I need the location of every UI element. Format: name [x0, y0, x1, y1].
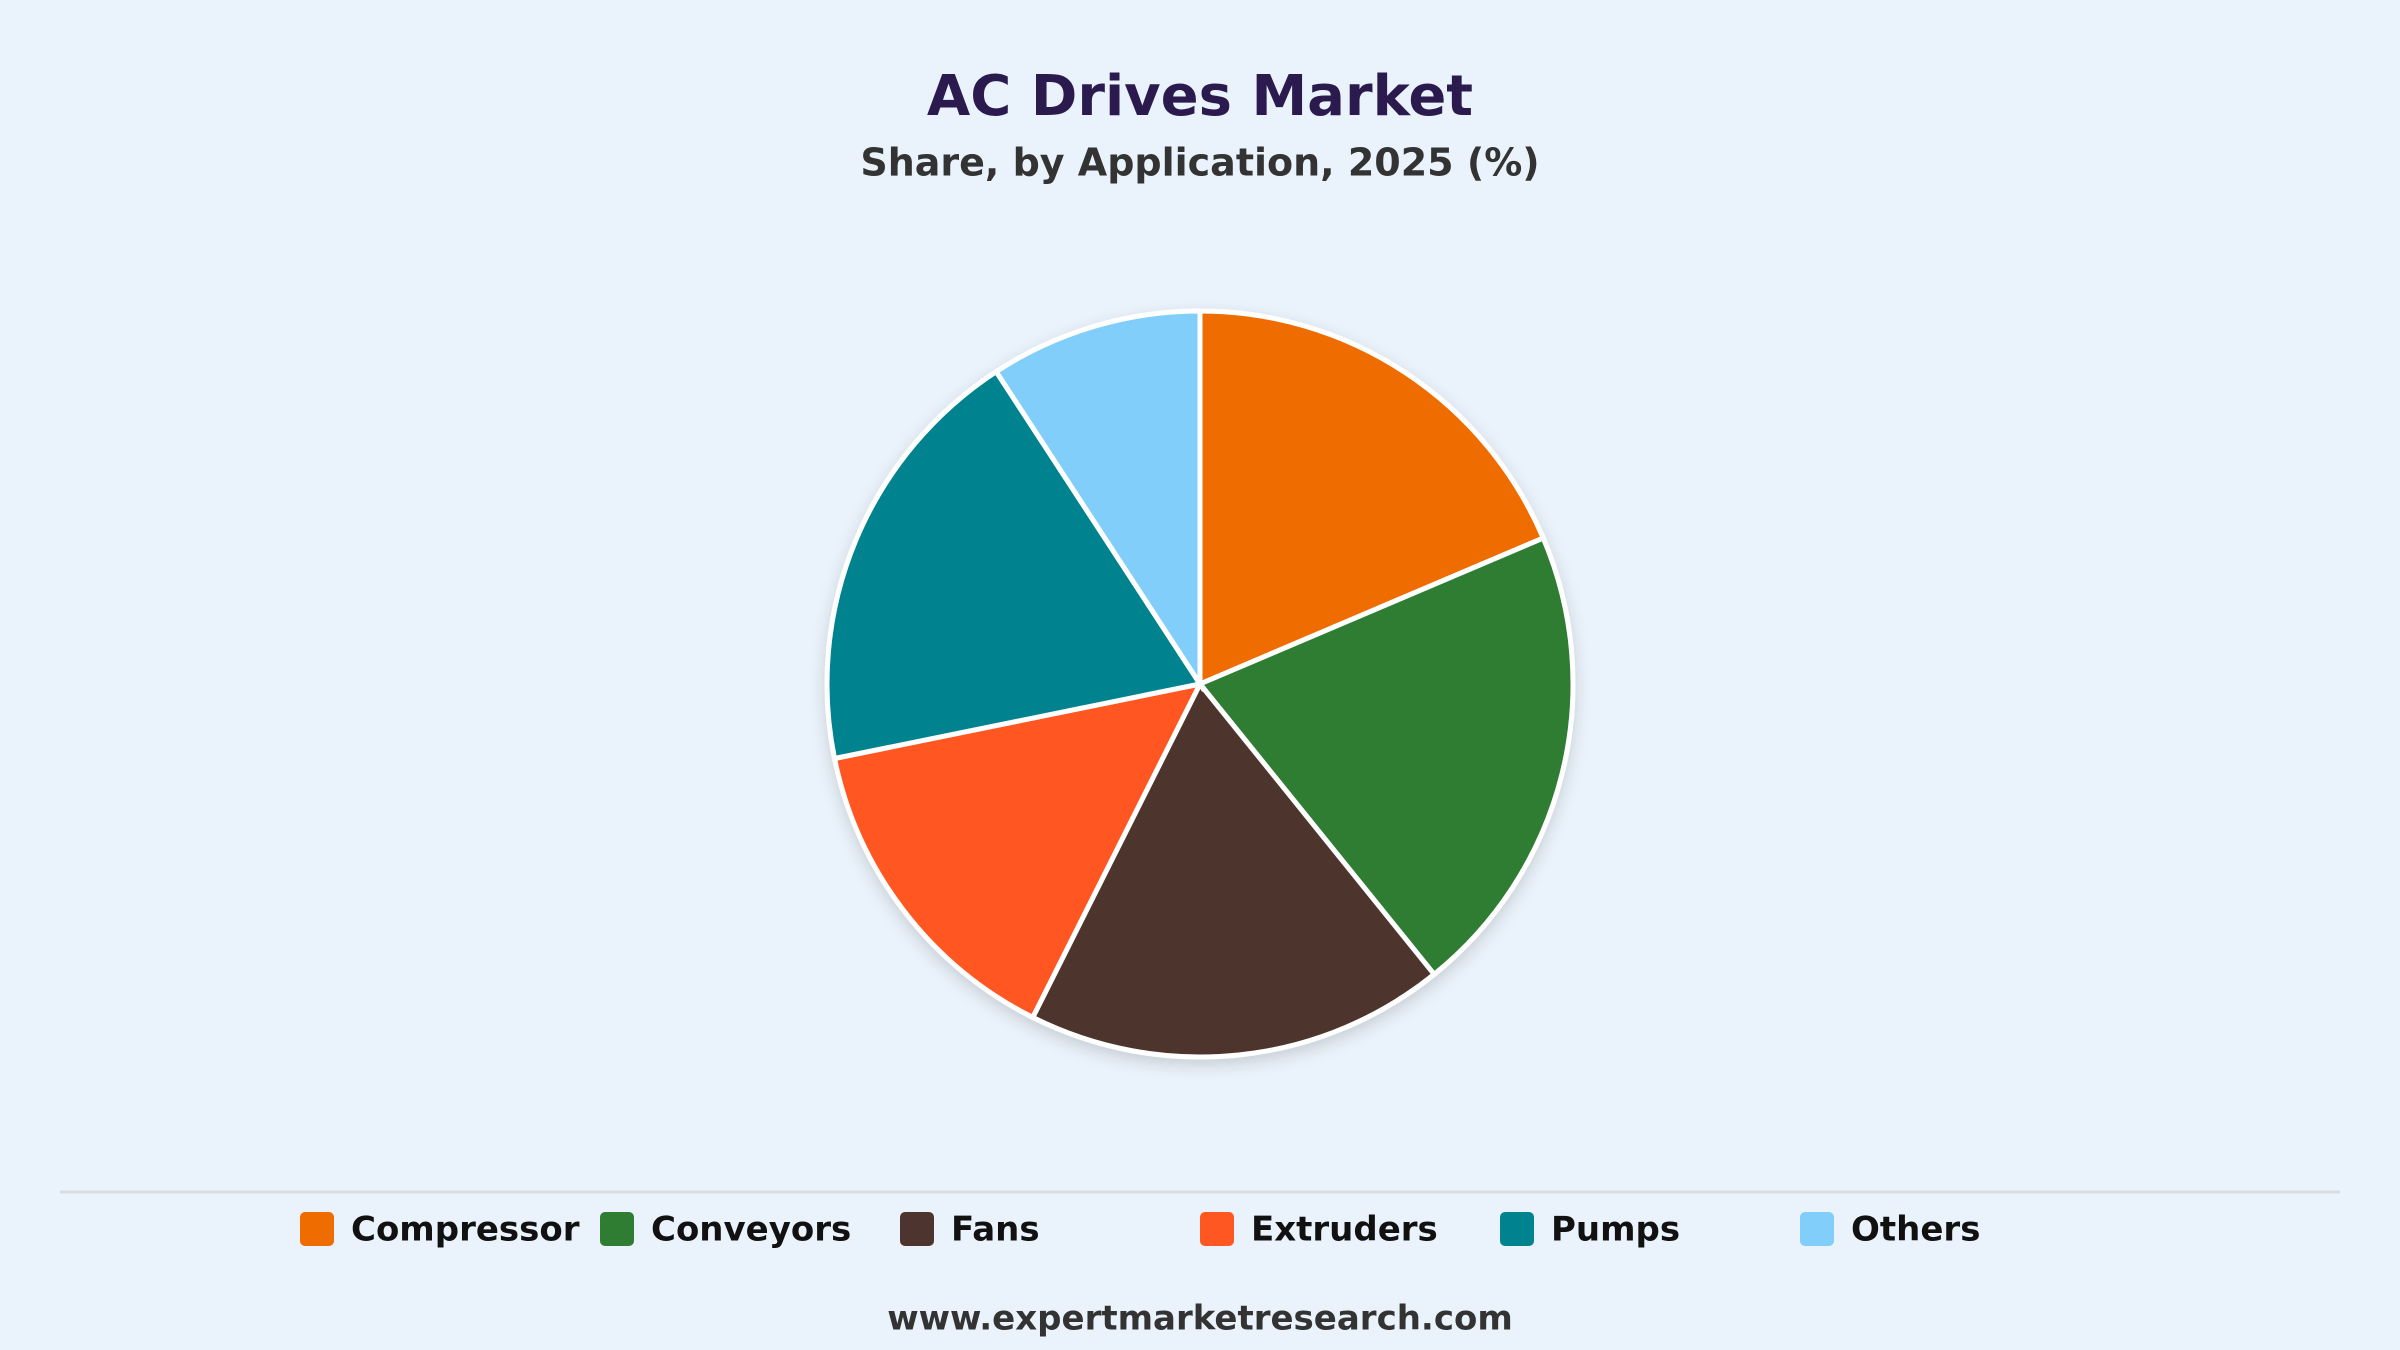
chart-subtitle: Share, by Application, 2025 (%) — [860, 141, 1539, 185]
legend-swatch — [600, 1212, 634, 1246]
legend-label: Compressor — [351, 1210, 580, 1250]
source: www.expertmarketresearch.com — [887, 1299, 1513, 1339]
pie-slice — [1029, 679, 1438, 1060]
legend-swatch — [1800, 1212, 1834, 1246]
legend-label: Extruders — [1251, 1210, 1438, 1250]
legend-swatch — [1200, 1212, 1234, 1246]
pie — [824, 308, 1576, 1060]
pie-slice — [1195, 534, 1576, 978]
legend-swatch — [1500, 1212, 1534, 1246]
pie-slice — [831, 680, 1205, 1021]
pie-slice — [824, 368, 1205, 762]
pie-slice — [992, 308, 1203, 693]
legend-label: Others — [1851, 1210, 1980, 1250]
legend-swatch — [300, 1212, 334, 1246]
legend: Compressor Conveyors Fans Extruders Pumps Oth… — [300, 1210, 1980, 1250]
chart-title: AC Drives Market — [927, 64, 1473, 129]
legend-label: Pumps — [1551, 1210, 1680, 1250]
pie-slice — [1197, 308, 1547, 688]
legend-label: Conveyors — [651, 1210, 851, 1250]
legend-label: Fans — [951, 1210, 1040, 1250]
legend-swatch — [900, 1212, 934, 1246]
